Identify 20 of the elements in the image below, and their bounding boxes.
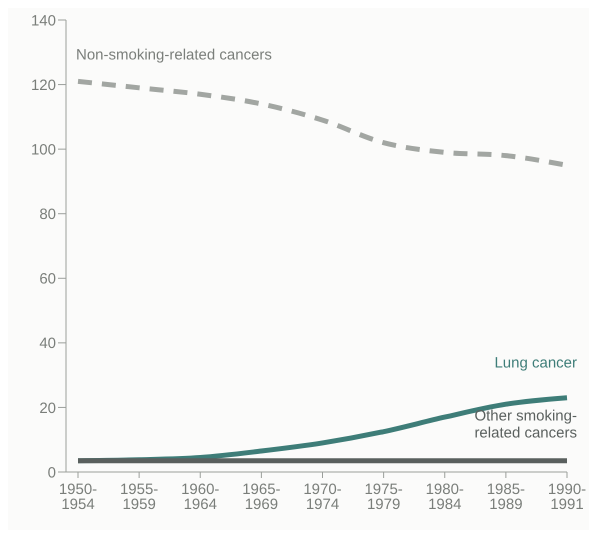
series-label: Other smoking-related cancers: [474, 408, 577, 442]
x-tick-label: 1950- 1954: [58, 481, 98, 513]
x-tick-label: 1970- 1974: [303, 481, 342, 513]
y-tick-label: 20: [39, 400, 56, 417]
x-tick-label: 1965- 1969: [242, 481, 281, 513]
x-tick-label: 1955- 1959: [120, 481, 158, 513]
y-tick-label: 120: [30, 76, 56, 94]
y-tick-label: 40: [39, 335, 56, 352]
y-tick-label: 60: [39, 270, 56, 288]
series-label: Lung cancer: [494, 354, 577, 372]
x-tick-label: 1960- 1964: [181, 481, 220, 513]
series-label: Non-smoking-related cancers: [76, 46, 272, 64]
x-tick-label: 1985- 1989: [486, 481, 526, 513]
x-tick-label: 1980- 1984: [426, 481, 464, 513]
y-tick-label: 0: [48, 464, 56, 482]
y-tick-label: 80: [39, 206, 56, 224]
x-tick-label: 1975- 1979: [364, 481, 403, 513]
y-tick-label: 140: [30, 12, 56, 30]
y-tick-label: 100: [30, 141, 56, 158]
x-tick-label: 1990- 1991: [548, 481, 586, 513]
